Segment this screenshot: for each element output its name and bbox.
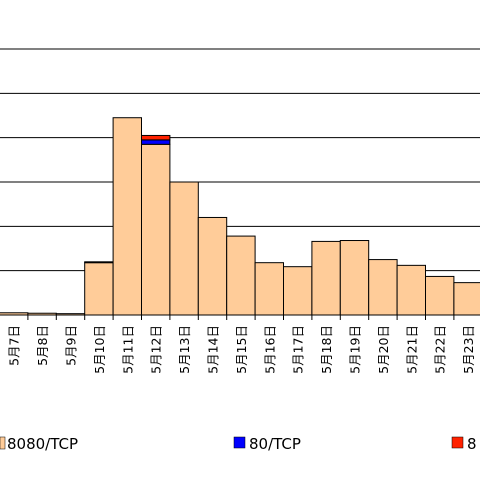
legend-label-80: 80/TCP: [249, 435, 301, 453]
x-tick-labels: 5月7日 5月8日 5月9日 5月10日 5月11日 5月12日 5月13日 5月14日 5月1…: [7, 315, 476, 374]
bar-segment-s0-9: [254, 262, 285, 316]
bar-segment-s1-5: [141, 139, 171, 145]
bar-segment-s0-5: [141, 143, 171, 316]
x-tick-label: 5月10日: [92, 325, 107, 374]
bar-segment-s0-3: [84, 262, 114, 316]
bar-segment-s0-7: [197, 216, 228, 316]
bar-segment-s1-3: [84, 261, 114, 264]
legend-swatch-third: [451, 436, 464, 449]
bars: [0, 117, 480, 316]
bar-segment-s0-16: [453, 282, 480, 316]
bar-segment-s0-11: [311, 240, 341, 316]
legend-swatch-8080: [0, 436, 6, 450]
x-tick-label: 5月13日: [177, 325, 192, 374]
bar-segment-s0-10: [283, 266, 313, 316]
x-tick-label: 5月9日: [64, 325, 79, 366]
bar-segment-s2-5: [141, 134, 171, 141]
x-tick-label: 5月22日: [433, 325, 448, 374]
x-tick-label: 5月23日: [461, 325, 476, 374]
bar-segment-s0-12: [339, 240, 370, 316]
x-tick-label: 5月21日: [404, 325, 419, 374]
bar-segment-s0-13: [368, 259, 398, 316]
legend-swatch-80: [233, 436, 246, 449]
x-tick-label: 5月12日: [149, 325, 164, 374]
bar-segment-s0-15: [425, 275, 455, 316]
legend: 8080/TCP 80/TCP 8: [0, 435, 477, 453]
legend-label-third: 8: [467, 435, 477, 453]
bar-segment-s0-4: [112, 117, 142, 316]
x-tick-label: 5月16日: [262, 325, 277, 374]
x-tick-label: 5月14日: [206, 325, 221, 374]
x-tick-label: 5月7日: [7, 325, 22, 366]
bar-segment-s0-14: [396, 264, 427, 316]
x-tick-label: 5月11日: [120, 325, 135, 374]
bar-segment-s0-8: [226, 235, 256, 316]
x-tick-label: 5月18日: [319, 325, 334, 374]
x-tick-label: 5月8日: [35, 325, 50, 366]
x-tick-label: 5月15日: [234, 325, 249, 374]
x-tick-label: 5月17日: [291, 325, 306, 374]
bar-segment-s0-6: [169, 181, 199, 316]
legend-label-8080: 8080/TCP: [7, 435, 78, 453]
x-tick-label: 5月19日: [348, 325, 363, 374]
x-tick-label: 5月20日: [376, 325, 391, 374]
